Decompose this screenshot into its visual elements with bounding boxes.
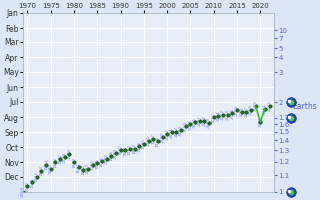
Text: 2017: 2017 [244, 106, 248, 117]
Text: 2021: 2021 [263, 103, 267, 114]
Text: 1977: 1977 [58, 153, 62, 164]
Text: 2000: 2000 [165, 129, 169, 140]
Text: 2007: 2007 [198, 115, 202, 126]
Text: 2016: 2016 [240, 106, 244, 117]
Text: 1970: 1970 [26, 181, 29, 192]
Text: 2015: 2015 [235, 105, 239, 116]
Text: 2002: 2002 [174, 126, 179, 137]
Text: 1979: 1979 [68, 148, 71, 159]
Y-axis label: Earths: Earths [292, 102, 317, 111]
Text: 1993: 1993 [132, 143, 137, 154]
Text: 1976: 1976 [53, 157, 57, 168]
Text: 1973: 1973 [39, 165, 44, 176]
Text: 1998: 1998 [156, 136, 160, 147]
Text: 2005: 2005 [188, 119, 192, 130]
Text: 2018: 2018 [249, 104, 253, 115]
Text: 2020: 2020 [258, 116, 262, 127]
Text: 1969: 1969 [21, 186, 25, 197]
Text: 2008: 2008 [203, 115, 206, 126]
Text: 2003: 2003 [179, 125, 183, 136]
Text: 1978: 1978 [63, 152, 67, 163]
Text: 1985: 1985 [95, 158, 99, 169]
Text: 1990: 1990 [119, 144, 123, 155]
Text: 2006: 2006 [193, 117, 197, 128]
Text: 1989: 1989 [114, 148, 118, 159]
Text: 1983: 1983 [86, 163, 90, 174]
Text: 1992: 1992 [128, 144, 132, 155]
Text: 1974: 1974 [44, 159, 48, 170]
Text: 1997: 1997 [151, 133, 155, 144]
Text: 2019: 2019 [254, 100, 258, 111]
Text: 2013: 2013 [226, 109, 230, 120]
Text: 2004: 2004 [184, 121, 188, 132]
Text: 1996: 1996 [147, 135, 150, 146]
Text: 2010: 2010 [212, 112, 216, 123]
Text: 2011: 2011 [216, 110, 220, 121]
Text: 1984: 1984 [91, 159, 95, 170]
Text: 1991: 1991 [123, 145, 127, 156]
Text: 1980: 1980 [72, 157, 76, 168]
Text: 1975: 1975 [49, 163, 53, 174]
Text: 2012: 2012 [221, 109, 225, 120]
Text: 2009: 2009 [207, 117, 211, 128]
Text: 2022: 2022 [268, 100, 272, 111]
Text: 2014: 2014 [230, 108, 234, 119]
Text: 1986: 1986 [100, 156, 104, 167]
Text: 1999: 1999 [161, 132, 164, 143]
Text: 1971: 1971 [30, 177, 34, 188]
Text: 1982: 1982 [81, 164, 85, 175]
Text: 2001: 2001 [170, 127, 174, 138]
Text: 1995: 1995 [142, 138, 146, 149]
Text: 1981: 1981 [77, 162, 81, 173]
Text: 1987: 1987 [105, 153, 108, 164]
Text: 1972: 1972 [35, 171, 39, 182]
Text: 1988: 1988 [109, 150, 113, 161]
Text: 1994: 1994 [137, 141, 141, 152]
